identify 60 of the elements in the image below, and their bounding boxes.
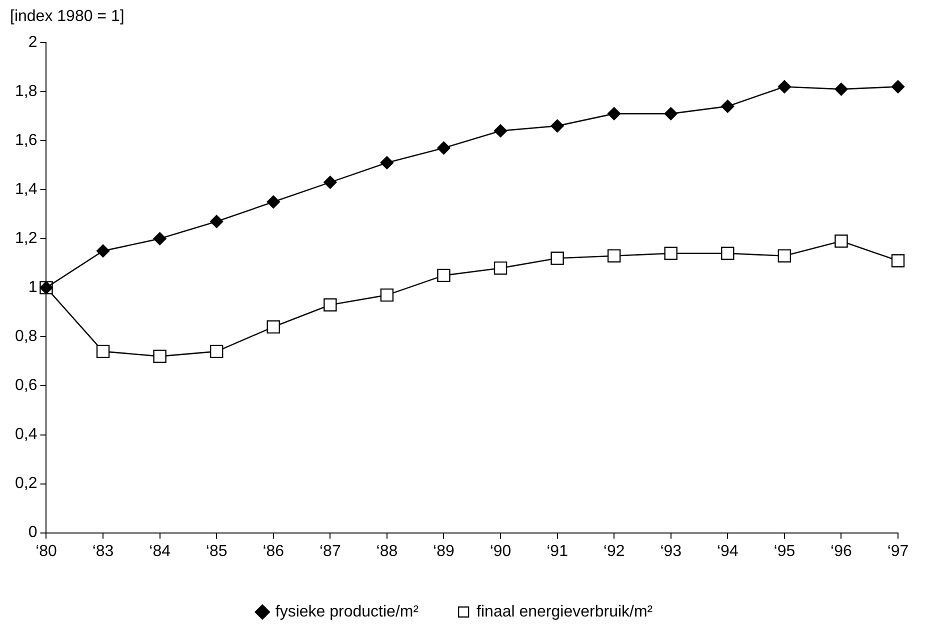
x-tick-label: ‘80	[36, 542, 58, 560]
x-tick-label: ‘83	[92, 542, 114, 560]
point	[324, 176, 337, 189]
point	[834, 234, 848, 248]
x-tick-label: ‘91	[546, 542, 568, 560]
y-tick-label: 2	[28, 34, 38, 52]
point	[153, 350, 166, 363]
x-tick-label: ‘96	[830, 542, 852, 560]
point	[891, 80, 905, 94]
point	[550, 252, 564, 265]
point	[266, 195, 280, 209]
point	[891, 254, 905, 268]
point	[380, 156, 394, 170]
point	[607, 107, 621, 120]
y-tick-label: 0,4	[14, 426, 38, 444]
point	[380, 288, 394, 302]
point	[550, 119, 564, 133]
y-tick-label: 1	[28, 279, 38, 296]
point	[96, 344, 110, 358]
x-tick-label: ‘85	[206, 542, 228, 560]
x-tick-label: ‘84	[149, 542, 171, 560]
legend-label: finaal energieverbruik/m²	[476, 603, 654, 620]
point	[324, 298, 337, 312]
y-tick-label: 0,6	[14, 377, 38, 394]
point	[607, 249, 621, 262]
point	[778, 249, 792, 262]
y-tick-label: 0,8	[14, 328, 38, 346]
point	[778, 80, 792, 94]
x-tick-label: ‘90	[490, 542, 512, 560]
legend-label: fysieke productie/m²	[275, 603, 420, 620]
point	[834, 82, 848, 96]
y-tick-label: 1,6	[14, 132, 38, 150]
x-tick-label: ‘93	[660, 542, 682, 560]
point	[96, 244, 110, 258]
point	[210, 214, 224, 228]
point	[210, 344, 224, 358]
y-tick-label: 1,8	[14, 83, 38, 100]
point	[266, 320, 280, 334]
point	[664, 246, 678, 260]
x-tick-label: ‘88	[376, 542, 398, 560]
y-tick-label: 0,2	[14, 475, 38, 492]
point	[437, 268, 450, 282]
x-tick-label: ‘97	[887, 542, 909, 560]
point	[664, 107, 678, 120]
x-tick-label: ‘92	[603, 542, 625, 560]
x-tick-label: ‘86	[262, 542, 284, 560]
y-tick-label: 1,2	[14, 230, 38, 248]
point	[494, 261, 508, 275]
x-tick-label: ‘95	[774, 542, 796, 560]
point	[721, 246, 734, 260]
point	[721, 100, 734, 113]
point	[437, 141, 450, 155]
y-tick-label: 1,4	[14, 181, 38, 198]
x-tick-label: ‘94	[716, 542, 738, 560]
x-tick-label: ‘89	[433, 542, 455, 560]
point	[494, 124, 508, 138]
y-axis-title: [index 1980 = 1]	[10, 8, 126, 27]
x-tick-label: ‘87	[319, 542, 341, 560]
y-tick-label: 0	[28, 524, 38, 542]
point	[153, 232, 166, 246]
